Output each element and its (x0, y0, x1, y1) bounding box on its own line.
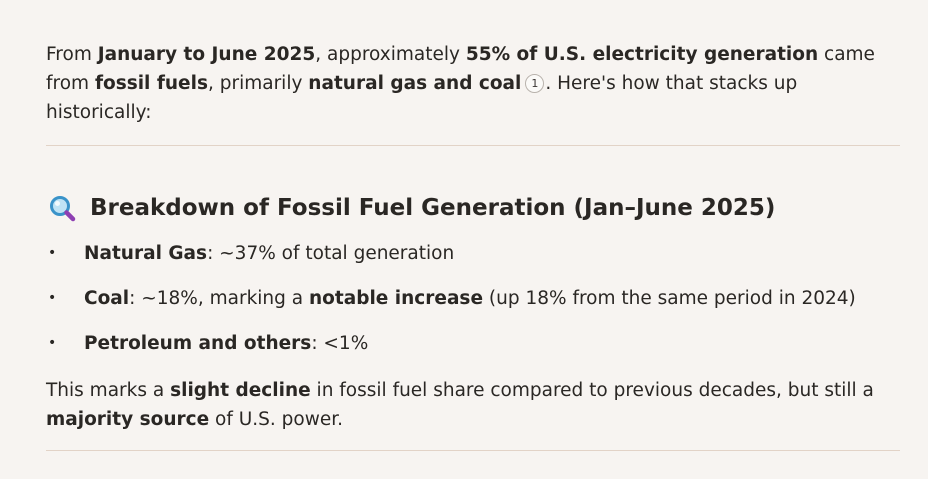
closing-text: This marks a (46, 380, 171, 401)
list-item-text: : ~37% of total generation (207, 243, 455, 264)
list-item: • Natural Gas: ~37% of total generation (46, 238, 906, 283)
list-item-bold: notable increase (309, 288, 483, 309)
divider-top (46, 145, 900, 146)
bullet-marker: • (48, 290, 57, 306)
closing-bold-decline: slight decline (170, 380, 311, 401)
intro-bold-fossil: fossil fuels (94, 73, 208, 94)
intro-text: . Here's how that stacks up historically… (46, 73, 798, 123)
list-item-label: Natural Gas (84, 243, 208, 264)
bullet-marker: • (48, 335, 57, 351)
list-item-text: (up 18% from the same period in 2024) (483, 288, 856, 309)
magnifying-glass-icon (50, 196, 76, 222)
intro-bold-sources: natural gas and coal (308, 73, 522, 94)
citation-badge[interactable]: 1 (525, 74, 545, 93)
list-item-text: : ~18%, marking a (129, 288, 310, 309)
closing-text: in fossil fuel share compared to previou… (310, 380, 874, 401)
intro-text: From (46, 44, 98, 65)
intro-text: , approximately (315, 44, 466, 65)
divider-bottom (46, 450, 900, 451)
section-heading: Breakdown of Fossil Fuel Generation (Jan… (48, 194, 775, 222)
intro-bold-share: 55% of U.S. electricity generation (465, 44, 819, 65)
intro-paragraph: From January to June 2025, approximately… (46, 40, 906, 127)
section-heading-text: Breakdown of Fossil Fuel Generation (Jan… (90, 195, 776, 221)
intro-bold-period: January to June 2025 (97, 44, 316, 65)
closing-text: of U.S. power. (209, 409, 344, 430)
closing-paragraph: This marks a slight decline in fossil fu… (46, 376, 906, 434)
closing-bold-majority: majority source (46, 409, 210, 430)
intro-text: , primarily (207, 73, 309, 94)
list-item-text: : <1% (311, 333, 369, 354)
list-item-label: Coal (84, 288, 130, 309)
bullet-marker: • (48, 245, 57, 261)
list-item: • Petroleum and others: <1% (46, 328, 906, 373)
list-item-label: Petroleum and others (84, 333, 312, 354)
intro-text: came from (46, 44, 875, 94)
list-item: • Coal: ~18%, marking a notable increase … (46, 283, 906, 328)
fuel-breakdown-list: • Natural Gas: ~37% of total generation •… (46, 238, 906, 373)
